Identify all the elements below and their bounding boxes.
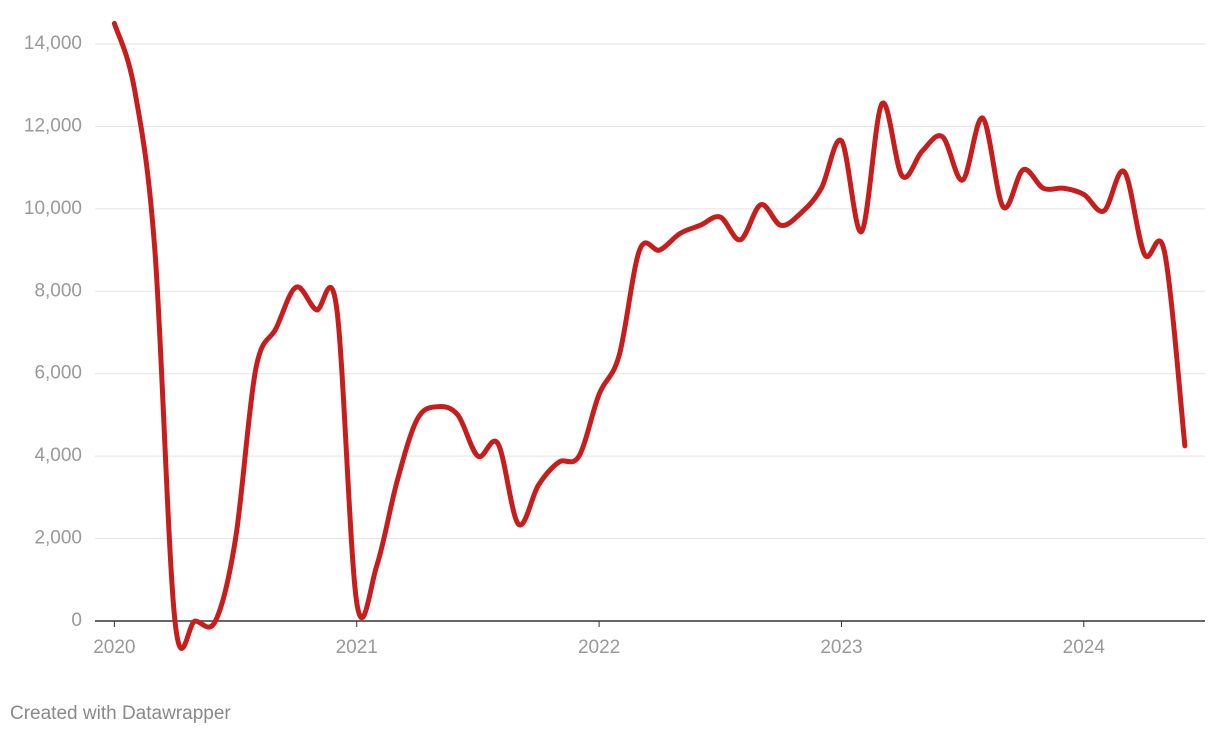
x-tick-label: 2022 xyxy=(578,637,620,658)
x-tick-label: 2021 xyxy=(336,637,378,658)
y-tick-label: 10,000 xyxy=(24,198,82,219)
y-tick-label: 0 xyxy=(71,610,82,631)
x-tick-label: 2024 xyxy=(1063,637,1106,658)
y-tick-label: 8,000 xyxy=(34,280,82,301)
y-tick-label: 12,000 xyxy=(24,115,82,136)
x-tick-label: 2023 xyxy=(820,637,862,658)
footer: Created with Datawrapper xyxy=(10,703,231,724)
x-tick-label: 2020 xyxy=(93,637,135,658)
y-tick-label: 14,000 xyxy=(24,33,82,54)
data-line xyxy=(111,20,1188,651)
y-tick-label: 4,000 xyxy=(34,445,82,466)
y-tick-label: 6,000 xyxy=(34,363,82,384)
y-tick-label: 2,000 xyxy=(34,528,82,549)
